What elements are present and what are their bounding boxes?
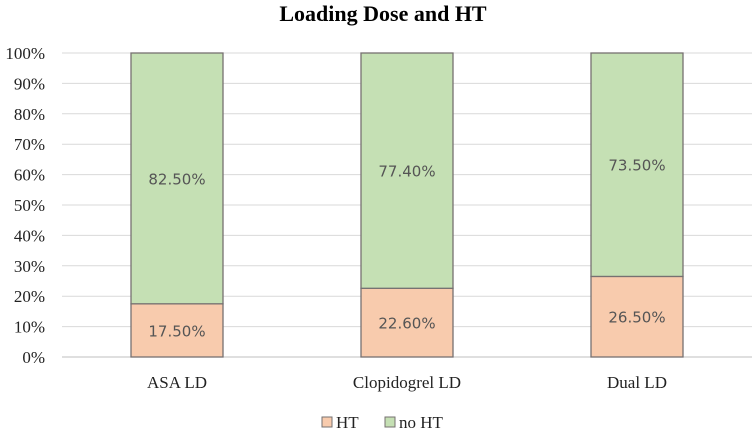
y-tick-label: 50% bbox=[14, 196, 45, 215]
data-label: 22.60% bbox=[378, 315, 435, 333]
bars bbox=[130, 52, 684, 358]
data-label: 73.50% bbox=[608, 157, 665, 175]
legend-swatch-no-ht bbox=[384, 416, 396, 428]
data-label: 26.50% bbox=[608, 309, 665, 327]
legend: HT no HT bbox=[321, 413, 444, 432]
x-tick-label: Dual LD bbox=[607, 373, 667, 392]
bar-segment-no-ht bbox=[590, 52, 684, 278]
y-tick-label: 70% bbox=[14, 135, 45, 154]
y-tick-label: 20% bbox=[14, 287, 45, 306]
y-tick-label: 60% bbox=[14, 166, 45, 185]
legend-label: no HT bbox=[399, 413, 444, 432]
x-tick-label: ASA LD bbox=[147, 373, 207, 392]
data-label: 82.50% bbox=[148, 170, 205, 188]
data-label: 77.40% bbox=[378, 163, 435, 181]
y-axis-ticks: 0% 10% 20% 30% 40% 50% 60% 70% 80% 90% 100% bbox=[5, 44, 45, 367]
x-tick-label: Clopidogrel LD bbox=[353, 373, 461, 392]
bar-segment-ht bbox=[590, 275, 684, 358]
y-tick-label: 80% bbox=[14, 105, 45, 124]
data-label: 17.50% bbox=[148, 322, 205, 340]
y-tick-label: 10% bbox=[14, 318, 45, 337]
y-tick-label: 0% bbox=[22, 348, 45, 367]
bar-segment-no-ht bbox=[360, 52, 454, 289]
data-labels: 17.50% 82.50% 22.60% 77.40% 26.50% 73.50% bbox=[148, 157, 665, 341]
y-tick-label: 90% bbox=[14, 74, 45, 93]
chart-title: Loading Dose and HT bbox=[279, 1, 487, 26]
bar-segment-no-ht bbox=[130, 52, 224, 305]
x-axis-ticks: ASA LD Clopidogrel LD Dual LD bbox=[147, 373, 667, 392]
y-tick-label: 30% bbox=[14, 257, 45, 276]
legend-label: HT bbox=[336, 413, 359, 432]
bar-segment-ht bbox=[360, 287, 454, 358]
bar-segment-ht bbox=[130, 303, 224, 358]
y-tick-label: 40% bbox=[14, 226, 45, 245]
y-tick-label: 100% bbox=[5, 44, 45, 63]
legend-swatch-ht bbox=[321, 416, 333, 428]
